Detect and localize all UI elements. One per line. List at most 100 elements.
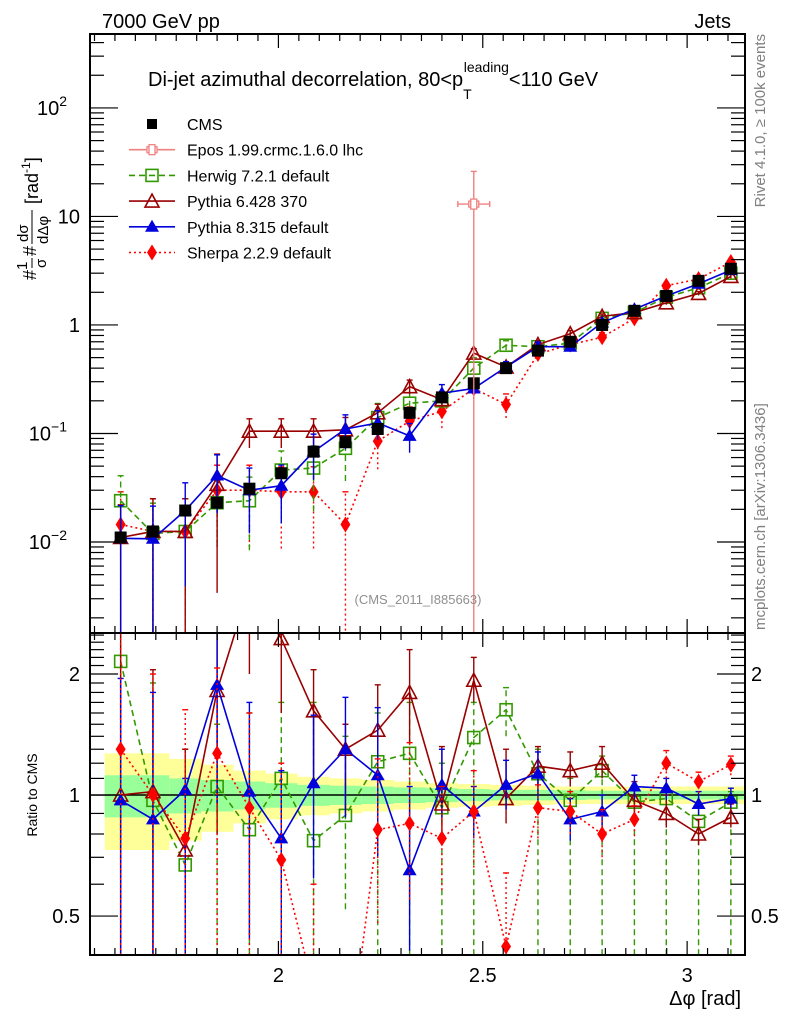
ratio-point-sherpa-2 [276,851,287,868]
ratio-point-pythia-8 [659,781,674,794]
point-cms [146,525,159,538]
ratio-point-pythia-8 [691,796,706,809]
ratio-line-pythia-6 [120,633,732,853]
line-herwig [120,272,732,535]
y-tick-label: 102 [37,93,67,120]
y-tick-label: 10−2 [29,527,67,554]
point-pythia [401,377,418,394]
ratio-point-sherpa-2 [244,799,255,816]
point-cms [724,262,737,275]
point-cms [692,274,705,287]
legend-label-cms: CMS [187,117,223,134]
ratio-point-pythia-6 [657,804,675,821]
svg-text:dσ: dσ [15,224,32,242]
ratio-point-pythia-8 [723,791,738,804]
main-y-axis-label: #1 σ # dσ dΔφ [rad-1] [14,157,52,280]
legend-marker-cms [147,119,157,129]
ratio-y-tick-label-right: 2 [751,664,762,686]
ratio-y-axis-label: Ratio to CMS [24,753,40,836]
svg-text:[rad-1]: [rad-1] [19,157,42,204]
point-pythia [274,478,289,491]
ratio-point-pythia-6 [272,633,290,646]
x-tick-label: 2 [273,965,284,987]
point-sherpa [340,516,351,533]
point-pythia [272,422,290,438]
point-cms [275,467,288,480]
ratio-point-sherpa-2 [532,799,543,816]
ratio-y-tick-label-right: 0.5 [751,906,779,928]
ratio-point-sherpa-2 [597,825,608,842]
ratio-point-pythia-6 [593,754,611,771]
point-cms [211,496,224,509]
svg-text:σ: σ [33,258,50,268]
ratio-series-group [112,633,740,955]
point-cms [371,422,384,435]
ratio-point-sherpa-2 [501,938,512,955]
ratio-line-herwig-7 [119,661,732,867]
svg-text:#: # [20,246,40,256]
axes: 2 2.5 3 10−2 10−1 1 10 102 0.5 0.5 1 1 2 2 [29,34,779,987]
energy-label: 7000 GeV pp [102,11,220,33]
ratio-point-pythia-6 [722,808,740,825]
point-cms [339,436,352,449]
rivet-version-label: Rivet 4.1.0, ≥ 100k events [752,34,769,207]
point-epos-v [470,198,478,210]
ratio-point-sherpa-2 [468,803,479,820]
point-sherpa [597,329,608,346]
point-sherpa [308,483,319,500]
ratio-y-tick-label-left: 1 [69,785,80,807]
ratio-point-pythia-8 [242,784,257,797]
point-pythia [657,294,675,310]
legend-marker-pythia [143,192,161,208]
ratio-point-herwig-7 [466,730,481,745]
point-cms [531,344,544,357]
point-sherpa [661,277,672,294]
point-cms [307,445,320,458]
legend-marker-epos-v [148,144,156,156]
ratio-point-sherpa-2 [436,830,447,847]
point-herwig [499,338,513,353]
y-tick-label: 10 [58,206,80,228]
point-cms [628,304,641,317]
y-tick-label: 1 [69,315,80,337]
mcplots-source-label: mcplots.cern.ch [arXiv:1306.3436] [752,403,769,630]
ratio-point-sherpa-2 [147,787,158,804]
ratio-point-pythia-8 [370,768,385,781]
point-cms [660,289,673,302]
ratio-point-sherpa-2 [565,803,576,820]
ratio-point-pythia-8 [627,779,642,792]
point-cms [114,531,127,544]
x-tick-label: 3 [682,965,693,987]
category-label: Jets [694,11,731,33]
legend-label-epos: Epos 1.99.crmc.1.6.0 lhc [187,143,363,160]
point-pythia [145,531,160,544]
ratio-point-pythia-8 [530,766,545,779]
point-pythia [690,284,707,301]
ratio-line-sherpa-2 [119,748,732,955]
y-tick-label: 10−1 [29,418,67,445]
point-cms [435,391,448,404]
point-cms [403,406,416,419]
ratio-point-pythia-6 [465,671,483,688]
analysis-id-watermark: (CMS_2011_I885663) [355,592,482,607]
ratio-point-sherpa-2 [629,811,640,828]
point-cms [179,504,192,517]
point-cms [564,335,577,348]
ratio-point-sherpa-2 [372,821,383,838]
point-pythia [210,468,225,481]
legend-label-herwig: Herwig 7.2.1 default [187,168,330,185]
ratio-point-sherpa-2 [661,755,672,772]
ratio-point-pythia-6 [690,825,707,841]
ratio-point-sherpa-2 [693,773,704,790]
legend-label-pythia: Pythia 6.428 370 [187,194,307,211]
ratio-point-pythia-6 [561,761,579,778]
ratio-y-tick-label-left: 2 [69,664,80,686]
x-axis-label: Δφ [rad] [669,988,741,1010]
point-pythia [241,422,258,438]
legend: CMS Epos 1.99.crmc.1.6.0 lhc Herwig 7.2.1 … [129,117,363,263]
ratio-panel-frame [89,632,746,956]
x-tick-label: 2.5 [469,965,497,987]
svg-text:dΔφ: dΔφ [35,216,52,244]
main-series-group [112,170,740,633]
